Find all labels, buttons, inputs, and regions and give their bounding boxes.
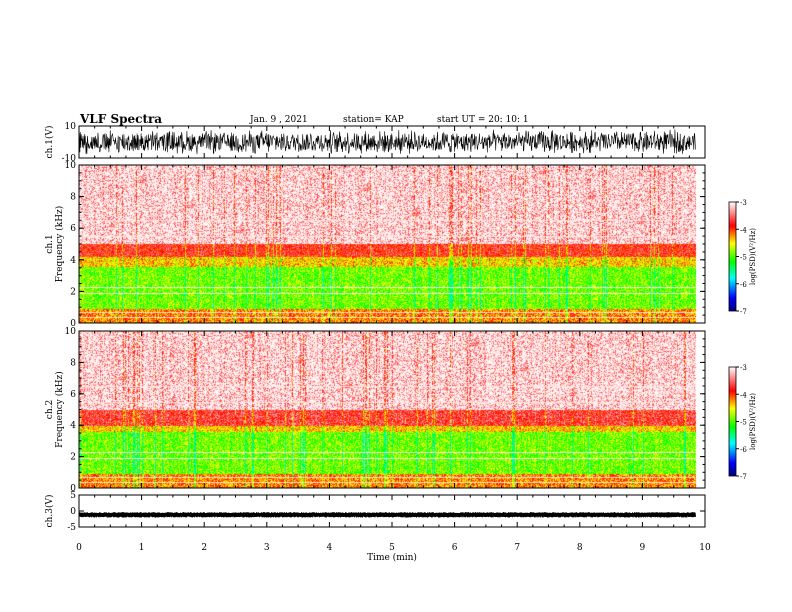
xtick-label: 6 [452,543,458,553]
xtick-label: 8 [577,543,583,553]
ch1-spectrogram-ytick-label: 10 [65,161,77,171]
xtick-label: 10 [699,543,711,553]
ch2-spectrogram-colorbar-tick-label: -5 [740,419,747,427]
ch2-spectrogram-ylabel: ch.2 [45,400,55,419]
ch2-spectrogram-ytick-label: 6 [70,390,76,400]
xtick-label: 7 [514,543,520,553]
ch1-spectrogram-ytick-label: 6 [70,224,76,234]
ch1-spectrogram-image [79,165,705,323]
ch1-spectrogram-ytick-label: 4 [70,256,76,266]
xtick-label: 9 [640,543,646,553]
ch1-spectrogram-colorbar-tick-label: -5 [740,254,747,262]
ch2-spectrogram-ytick-label: 2 [70,453,76,463]
ch2-spectrogram-colorbar-tick-label: -7 [740,473,747,481]
ch2-spectrogram-image [79,331,705,488]
station-label: station= KAP [343,115,404,125]
ch1-waveform-ytick-label: 10 [65,122,77,132]
ch1-waveform-ylabel: ch.1(V) [44,126,55,159]
ch2-spectrogram-ytick-label: 4 [70,421,76,431]
ch1-waveform-ytick-label: -10 [62,154,77,164]
ch1-spectrogram-ytick-label: 0 [70,319,76,329]
ch1-spectrogram-colorbar-tick-label: -7 [740,308,747,316]
ch1-spectrogram-ylabel: ch.1 [45,234,55,253]
ch1-spectrogram-ylabel: Frequency (kHz) [54,206,65,283]
ch1-waveform-trace [78,129,696,155]
ch2-spectrogram-ylabel: Frequency (kHz) [54,371,65,448]
ch3-waveform-trace [78,512,696,518]
ch2-spectrogram-ytick-label: 0 [70,484,76,494]
ch3-waveform-ytick-label: 5 [70,491,76,501]
ch2-spectrogram-colorbar [728,366,737,477]
ch3-waveform-ylabel: ch.3(V) [44,495,55,528]
ch2-spectrogram-colorbar-tick-label: -6 [740,446,747,454]
xtick-label: 5 [389,543,395,553]
start-time-label: start UT = 20: 10: 1 [437,115,529,125]
xtick-label: 3 [264,543,270,553]
ch1-spectrogram-colorbar-tick-label: -4 [740,226,747,234]
ch2-spectrogram-colorbar-label: log(PSD)(V²/Hz) [749,393,757,450]
figure-title: VLF Spectra [80,112,163,126]
ch1-spectrogram-ytick-label: 2 [70,287,76,297]
x-axis-label: Time (min) [367,552,417,563]
ch3-waveform-ytick-label: 0 [70,507,76,517]
ch2-spectrogram-colorbar-tick-label: -4 [740,391,747,399]
xtick-label: 4 [327,543,333,553]
date-label: Jan. 9 , 2021 [250,115,308,125]
ch2-spectrogram-colorbar-tick-label: -3 [740,364,747,372]
ch1-spectrogram-colorbar-tick-label: -3 [740,199,747,207]
xtick-label: 0 [76,543,82,553]
ch1-spectrogram-colorbar-label: log(PSD)(V²/Hz) [749,228,757,285]
ch2-spectrogram-ytick-label: 10 [65,327,77,337]
ch3-waveform-ytick-label: -5 [67,523,76,533]
ch1-spectrogram-ytick-label: 8 [70,193,76,203]
ch2-spectrogram-ytick-label: 8 [70,358,76,368]
xtick-label: 1 [139,543,145,553]
ch1-spectrogram-colorbar [728,201,737,312]
ch1-spectrogram-colorbar-tick-label: -6 [740,281,747,289]
xtick-label: 2 [201,543,207,553]
